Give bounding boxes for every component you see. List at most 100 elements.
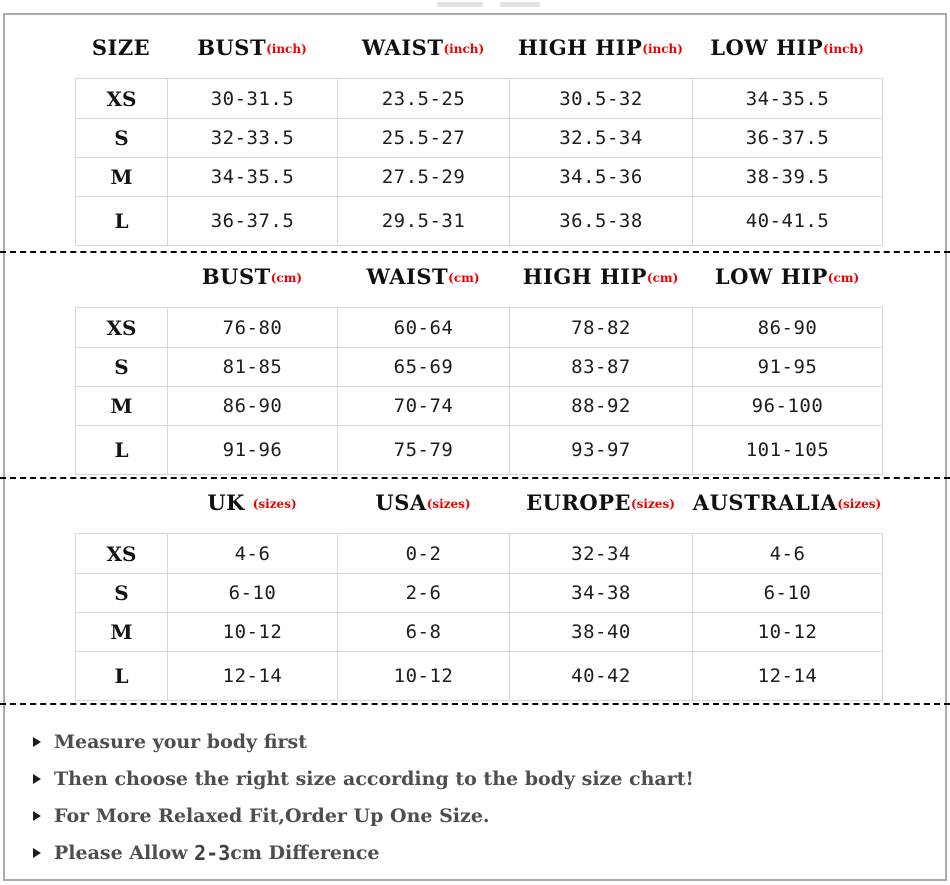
table-row: XS 4-6 0-2 32-34 4-6 — [75, 533, 883, 574]
triangle-bullet-icon — [33, 848, 41, 858]
low-hip-value: 91-95 — [692, 347, 883, 387]
triangle-bullet-icon — [33, 811, 41, 821]
sizing-notes: Measure your body first Then choose the … — [33, 729, 945, 866]
header-label: EUROPE — [526, 489, 631, 515]
cropped-text-remnant — [500, 2, 540, 7]
header-high-hip-inch: HIGH HIP (inch) — [509, 35, 692, 60]
low-hip-value: 40-41.5 — [692, 196, 883, 246]
uk-value: 12-14 — [167, 651, 338, 701]
header-unit: (inch) — [266, 41, 307, 56]
usa-value: 2-6 — [337, 573, 510, 613]
size-label: M — [75, 157, 168, 197]
europe-value: 32-34 — [509, 533, 693, 574]
size-label: S — [75, 118, 168, 158]
note-allow-difference: Please Allow 2-3 cm Difference — [33, 840, 945, 866]
inch-table-header: SIZE BUST (inch) WAIST (inch) HIGH HIP (inc… — [75, 26, 882, 68]
table-row: S 81-85 65-69 83-87 91-95 — [75, 347, 883, 387]
note-relaxed-fit: For More Relaxed Fit,Order Up One Size. — [33, 803, 945, 829]
note-measure-first: Measure your body first — [33, 729, 945, 755]
size-label: L — [75, 651, 168, 701]
header-size: SIZE — [75, 35, 167, 60]
high-hip-value: 93-97 — [509, 425, 693, 475]
header-label: HIGH HIP — [522, 263, 647, 289]
bust-value: 86-90 — [167, 386, 338, 426]
high-hip-value: 83-87 — [509, 347, 693, 387]
cropped-text-remnant — [437, 2, 483, 7]
table-row: L 36-37.5 29.5-31 36.5-38 40-41.5 — [75, 196, 883, 246]
low-hip-value: 38-39.5 — [692, 157, 883, 197]
note-choose-right-size: Then choose the right size according to … — [33, 766, 945, 792]
size-label: L — [75, 196, 168, 246]
usa-value: 10-12 — [337, 651, 510, 701]
low-hip-value: 86-90 — [692, 307, 883, 348]
note-text: Then choose the right size according to … — [54, 768, 694, 790]
header-label: AUSTRALIA — [692, 489, 838, 515]
europe-value: 38-40 — [509, 612, 693, 652]
header-label: LOW HIP — [710, 34, 824, 60]
waist-value: 75-79 — [337, 425, 510, 475]
high-hip-value: 78-82 — [509, 307, 693, 348]
size-label: XS — [75, 307, 168, 348]
header-bust-inch: BUST (inch) — [167, 35, 337, 60]
note-text-after: cm Difference — [230, 842, 380, 864]
header-bust-cm: BUST (cm) — [167, 264, 337, 289]
bust-value: 91-96 — [167, 425, 338, 475]
high-hip-value: 30.5-32 — [509, 78, 693, 119]
header-unit: (inch) — [823, 41, 864, 56]
usa-value: 0-2 — [337, 533, 510, 574]
size-label: L — [75, 425, 168, 475]
cm-table-header: BUST (cm) WAIST (cm) HIGH HIP (cm) LOW HIP(… — [75, 255, 882, 297]
table-row: XS 30-31.5 23.5-25 30.5-32 34-35.5 — [75, 78, 883, 119]
waist-value: 25.5-27 — [337, 118, 510, 158]
triangle-bullet-icon — [33, 737, 41, 747]
note-text: For More Relaxed Fit,Order Up One Size. — [54, 805, 490, 827]
size-label: XS — [75, 533, 168, 574]
bust-value: 81-85 — [167, 347, 338, 387]
size-label: S — [75, 573, 168, 613]
header-label: LOW HIP — [714, 263, 828, 289]
size-chart-content: SIZE BUST (inch) WAIST (inch) HIGH HIP (inc… — [0, 15, 950, 877]
header-unit: (sizes) — [426, 496, 471, 511]
high-hip-value: 88-92 — [509, 386, 693, 426]
table-row: M 86-90 70-74 88-92 96-100 — [75, 386, 883, 426]
note-text-before: Please Allow — [54, 842, 195, 864]
header-high-hip-cm: HIGH HIP (cm) — [509, 264, 692, 289]
inch-size-table: XS 30-31.5 23.5-25 30.5-32 34-35.5 S 32-… — [75, 78, 883, 246]
header-waist-cm: WAIST (cm) — [337, 264, 509, 289]
intl-size-table: XS 4-6 0-2 32-34 4-6 S 6-10 2-6 34-38 6-… — [75, 533, 883, 701]
size-label: S — [75, 347, 168, 387]
australia-value: 4-6 — [692, 533, 883, 574]
bust-value: 30-31.5 — [167, 78, 338, 119]
header-label: WAIST — [361, 34, 444, 60]
high-hip-value: 36.5-38 — [509, 196, 693, 246]
size-label: M — [75, 386, 168, 426]
bust-value: 34-35.5 — [167, 157, 338, 197]
table-row: XS 76-80 60-64 78-82 86-90 — [75, 307, 883, 348]
header-unit: (inch) — [642, 41, 683, 56]
europe-value: 34-38 — [509, 573, 693, 613]
table-row: S 6-10 2-6 34-38 6-10 — [75, 573, 883, 613]
table-row: S 32-33.5 25.5-27 32.5-34 36-37.5 — [75, 118, 883, 158]
waist-value: 27.5-29 — [337, 157, 510, 197]
header-unit: (sizes) — [837, 496, 882, 511]
header-unit: (sizes) — [631, 496, 675, 511]
dashed-divider — [0, 251, 950, 253]
header-label: UK — [207, 489, 253, 515]
low-hip-value: 34-35.5 — [692, 78, 883, 119]
dashed-divider — [0, 477, 950, 479]
high-hip-value: 32.5-34 — [509, 118, 693, 158]
uk-value: 6-10 — [167, 573, 338, 613]
cm-size-table: XS 76-80 60-64 78-82 86-90 S 81-85 65-69… — [75, 307, 883, 475]
table-row: M 10-12 6-8 38-40 10-12 — [75, 612, 883, 652]
low-hip-value: 36-37.5 — [692, 118, 883, 158]
header-low-hip-inch: LOW HIP (inch) — [692, 35, 882, 60]
waist-value: 60-64 — [337, 307, 510, 348]
uk-value: 4-6 — [167, 533, 338, 574]
bust-value: 36-37.5 — [167, 196, 338, 246]
bust-value: 32-33.5 — [167, 118, 338, 158]
header-waist-inch: WAIST (inch) — [337, 35, 509, 60]
usa-value: 6-8 — [337, 612, 510, 652]
low-hip-value: 101-105 — [692, 425, 883, 475]
intl-table-header: UK (sizes) USA (sizes) EUROPE (sizes) AUST… — [75, 481, 882, 523]
